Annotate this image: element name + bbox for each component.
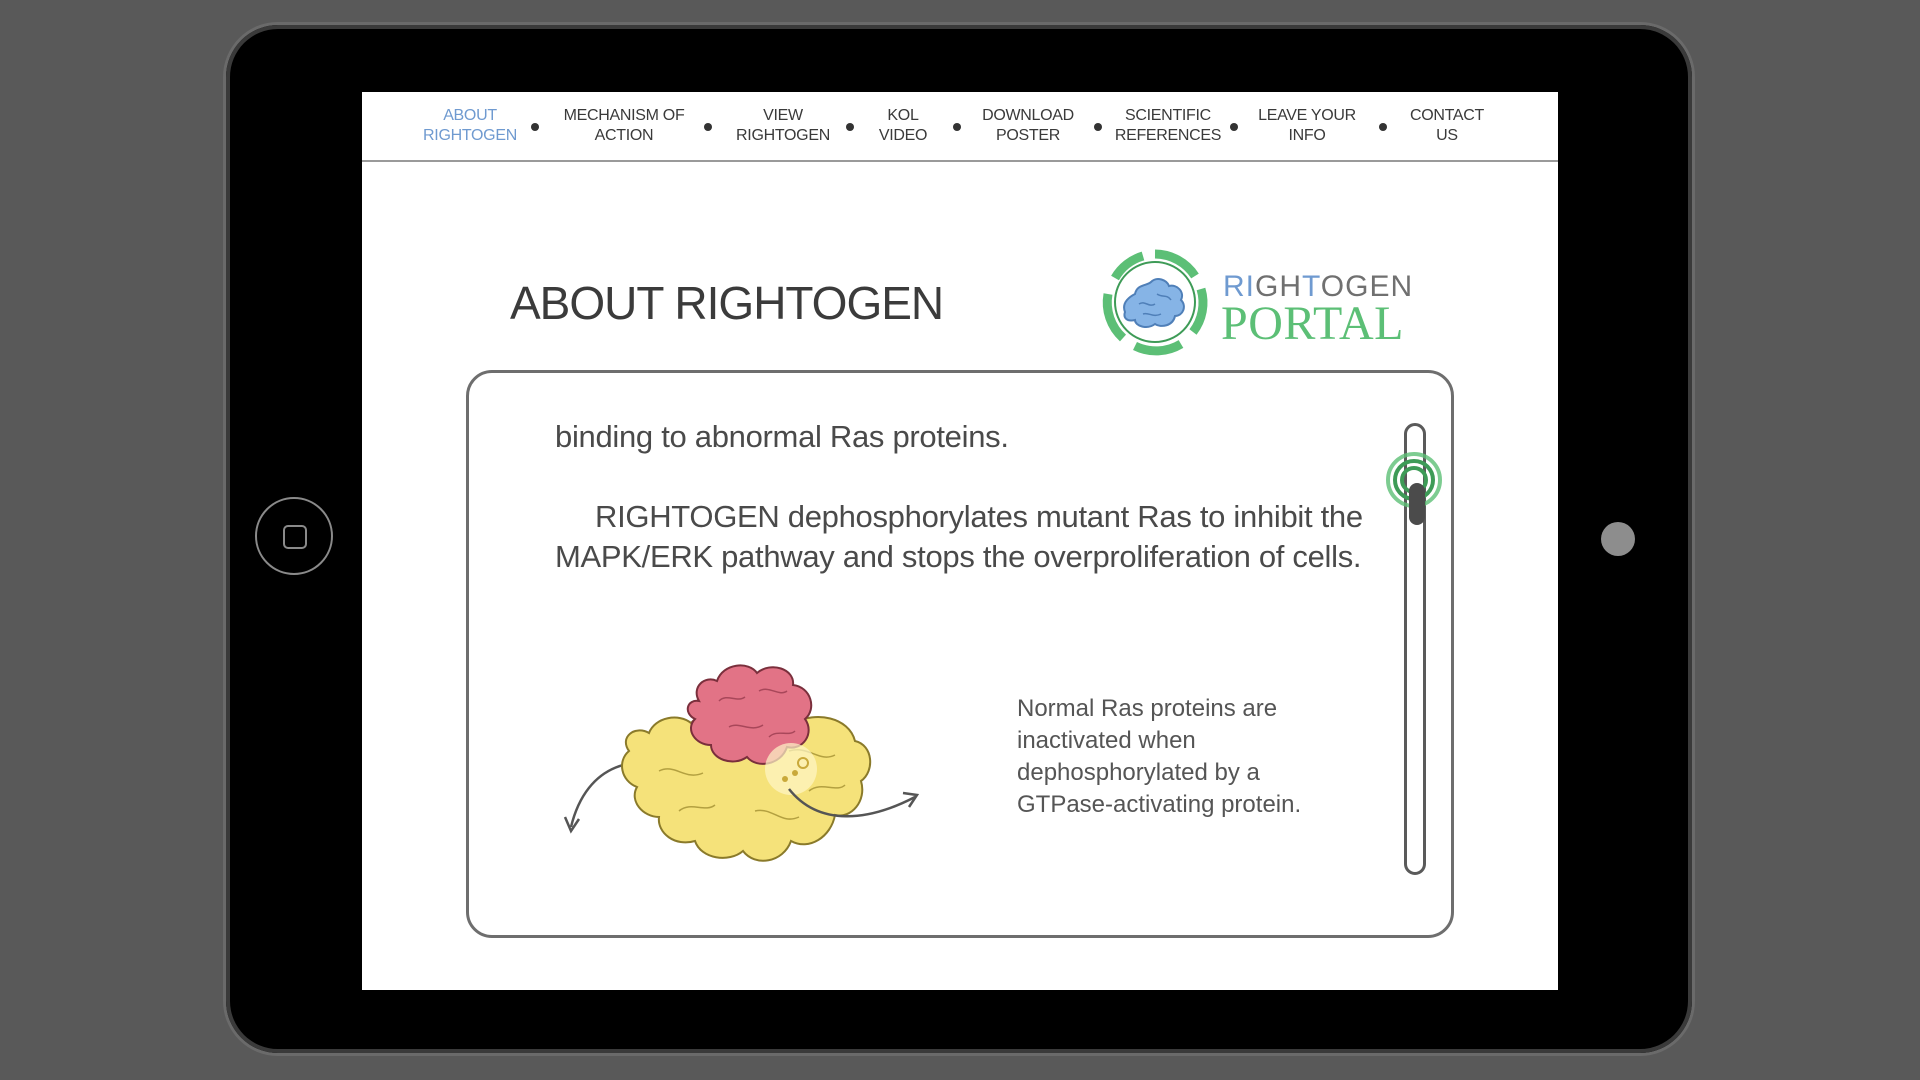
nav-label-line2: US <box>1436 127 1458 144</box>
nav-item-view[interactable]: VIEW RIGHTOGEN <box>736 106 830 146</box>
nav-label-line1: MECHANISM OF <box>563 107 685 124</box>
logo-text-part: GH <box>1255 270 1302 303</box>
nav-separator-dot <box>1094 123 1102 131</box>
nav-label-line1: SCIENTIFIC <box>1125 107 1211 124</box>
nav-item-mechanism[interactable]: MECHANISM OF ACTION <box>564 106 685 146</box>
camera-icon <box>1601 522 1635 556</box>
nav-item-kol-video[interactable]: KOL VIDEO <box>878 106 928 146</box>
nav-item-about[interactable]: ABOUT RIGHTOGEN <box>423 106 517 146</box>
logo-text-portal: PORTAL <box>1221 297 1404 350</box>
scrollbar-thumb[interactable] <box>1409 483 1425 525</box>
nav-separator-dot <box>846 123 854 131</box>
home-square-icon <box>283 525 307 549</box>
nav-label-line1: DOWNLOAD <box>982 107 1074 124</box>
nav-item-download-poster[interactable]: DOWNLOAD POSTER <box>982 106 1074 146</box>
nav-item-references[interactable]: SCIENTIFIC REFERENCES <box>1114 106 1222 146</box>
content-paragraph-2: RIGHTOGEN dephosphorylates mutant Ras to… <box>555 499 1363 574</box>
nav-label-line2: RIGHTOGEN <box>423 127 517 144</box>
nav-label-line2: VIDEO <box>878 127 928 144</box>
nav-item-leave-info[interactable]: LEAVE YOUR INFO <box>1258 106 1356 146</box>
nav-separator-dot <box>531 123 539 131</box>
nav-label-line1: CONTACT <box>1409 107 1485 124</box>
scrollable-content-panel[interactable]: binding to abnormal Ras proteins. RIGHTO… <box>466 370 1454 938</box>
app-screen: ABOUT RIGHTOGEN MECHANISM OF ACTION VIEW… <box>362 92 1558 990</box>
nav-label-line1: VIEW <box>763 107 803 124</box>
home-button[interactable] <box>255 497 333 575</box>
nav-label-line1: LEAVE YOUR <box>1258 107 1356 124</box>
nav-label-line2: INFO <box>1288 127 1326 144</box>
logo-protein-icon <box>1102 249 1208 356</box>
rightogen-portal-logo: RIGHTOGEN PORTAL <box>1095 244 1415 359</box>
nav-label-line2: RIGHTOGEN <box>736 127 830 144</box>
nav-separator-dot <box>1230 123 1238 131</box>
logo-text-part: T <box>1302 270 1321 303</box>
nav-item-contact[interactable]: CONTACT US <box>1410 106 1484 146</box>
nav-label-line2: REFERENCES <box>1114 127 1222 144</box>
nav-separator-dot <box>1379 123 1387 131</box>
content-paragraph-1: binding to abnormal Ras proteins. <box>555 419 1009 454</box>
nav-label-line2: POSTER <box>995 127 1060 144</box>
nav-separator-dot <box>704 123 712 131</box>
top-navigation: ABOUT RIGHTOGEN MECHANISM OF ACTION VIEW… <box>362 92 1558 162</box>
logo-text-rightogen: RIGHTOGEN <box>1223 270 1413 304</box>
page-title: ABOUT RIGHTOGEN <box>510 277 944 329</box>
logo-text-part: OGEN <box>1320 270 1414 303</box>
nav-label-line2: ACTION <box>594 127 654 144</box>
ras-protein-illustration <box>563 664 920 862</box>
logo-text-part: RI <box>1223 270 1255 303</box>
scrollbar-track[interactable] <box>1404 423 1426 875</box>
nav-separator-dot <box>953 123 961 131</box>
nav-label-line1: KOL <box>887 107 919 124</box>
nav-label-line1: ABOUT <box>443 107 497 124</box>
figure-caption: Normal Ras proteins are inactivated when… <box>1017 695 1302 818</box>
